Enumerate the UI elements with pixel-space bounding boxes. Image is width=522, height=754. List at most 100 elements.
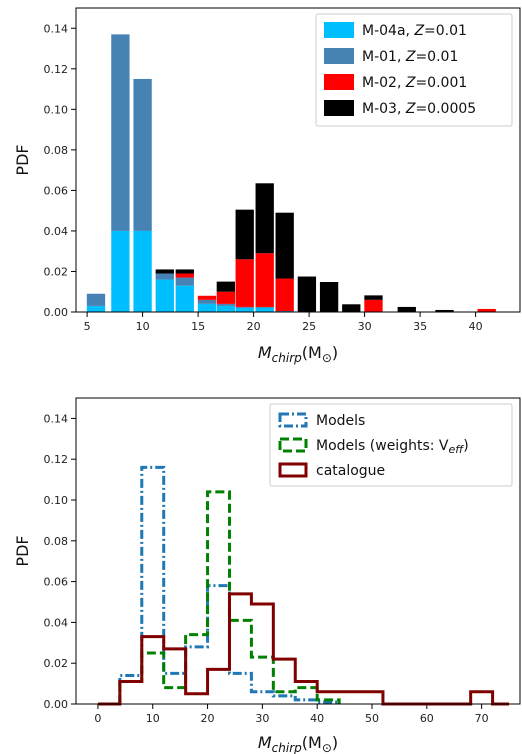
chart-1: 0.00 0.02 0.04 0.06 0.08 0.10 0.12 0.14 5 10 15 20 2… xyxy=(13,7,521,365)
x-tick-label: 10 xyxy=(136,320,150,333)
legend-label: Models (weights: Veff) xyxy=(316,438,469,456)
legend-label: Models xyxy=(316,413,365,429)
y-tick: 0.08 xyxy=(44,535,76,548)
bar xyxy=(235,307,254,312)
bar xyxy=(255,253,274,307)
bar xyxy=(175,277,194,286)
y-tick: 0.12 xyxy=(44,453,76,466)
x-tick: 20 xyxy=(247,312,261,333)
legend-swatch xyxy=(278,437,308,453)
x-tick: 25 xyxy=(302,312,316,333)
x-tick-label: 40 xyxy=(469,320,483,333)
x-axis-label-close: ) xyxy=(332,343,338,362)
legend-label: M-01, Z=0.01 xyxy=(362,49,458,65)
legend-item: catalogue xyxy=(278,462,385,479)
legend-label-name: M-03, xyxy=(362,101,406,117)
bar xyxy=(216,291,236,304)
bar xyxy=(275,278,294,311)
x-tick-label: 30 xyxy=(358,320,372,333)
y-tick-label: 0.02 xyxy=(44,657,69,670)
x-axis-label: Mchirp(M⊙) xyxy=(258,733,338,754)
bar xyxy=(197,303,217,312)
legend: Models Models (weights: Veff) catalogue xyxy=(269,403,513,487)
bar xyxy=(255,307,274,312)
legend-item: M-04a, Z=0.01 xyxy=(324,22,467,39)
legend-swatch xyxy=(324,100,354,116)
legend-item: M-01, Z=0.01 xyxy=(324,48,458,65)
bar xyxy=(86,293,106,306)
y-tick-label: 0.02 xyxy=(44,265,69,278)
x-tick: 15 xyxy=(191,312,205,333)
bar xyxy=(297,276,317,312)
bar xyxy=(397,306,416,312)
bar xyxy=(155,279,174,312)
x-tick: 35 xyxy=(413,312,427,333)
bar xyxy=(342,304,361,312)
x-axis-label-unit: (M xyxy=(302,343,322,362)
y-tick: 0.06 xyxy=(44,184,76,197)
bar xyxy=(477,308,496,312)
bar xyxy=(155,269,174,274)
legend-label-name: M-01, xyxy=(362,49,406,65)
legend-swatch xyxy=(324,22,354,38)
x-tick-label: 50 xyxy=(365,712,379,725)
legend-label-z: Z xyxy=(405,101,416,117)
legend-label-name: M-02, xyxy=(362,75,406,91)
x-tick: 60 xyxy=(420,704,434,725)
x-tick: 40 xyxy=(469,312,483,333)
bar xyxy=(133,78,152,231)
legend-label: catalogue xyxy=(316,463,385,479)
y-tick: 0.10 xyxy=(44,103,76,116)
y-tick-label: 0.04 xyxy=(44,616,69,629)
legend-label-z: Z xyxy=(413,23,424,39)
bar xyxy=(111,230,130,312)
y-tick: 0.04 xyxy=(44,225,76,238)
y-tick-label: 0.14 xyxy=(44,22,69,35)
bar xyxy=(364,295,383,300)
legend-label-z-value: =0.01 xyxy=(415,49,458,65)
legend-swatch xyxy=(278,412,308,428)
x-axis-label-sun: ⊙ xyxy=(322,351,332,365)
y-tick-label: 0.06 xyxy=(44,184,69,197)
bar xyxy=(235,259,254,307)
y-tick-label: 0.08 xyxy=(44,535,69,548)
x-axis-label-subscript: chirp xyxy=(272,741,302,754)
legend-box xyxy=(315,13,513,127)
x-tick-label: 60 xyxy=(420,712,434,725)
x-tick-label: 0 xyxy=(94,712,101,725)
bar xyxy=(275,310,294,312)
y-tick-label: 0.10 xyxy=(44,494,69,507)
bar xyxy=(175,269,194,274)
legend-label-subscript: eff xyxy=(448,443,464,456)
y-tick: 0.02 xyxy=(44,265,76,278)
bar xyxy=(197,299,217,304)
y-tick: 0.00 xyxy=(44,698,76,711)
y-tick: 0.06 xyxy=(44,576,76,589)
y-tick: 0.14 xyxy=(44,412,76,425)
y-tick-label: 0.08 xyxy=(44,144,69,157)
x-axis-label-symbol: M xyxy=(258,343,272,362)
legend-item: M-02, Z=0.001 xyxy=(324,74,467,91)
bar xyxy=(275,212,294,279)
y-tick-label: 0.14 xyxy=(44,412,69,425)
y-tick: 0.12 xyxy=(44,63,76,76)
legend-swatch xyxy=(278,462,308,478)
x-tick: 20 xyxy=(201,704,215,725)
plot-frame xyxy=(75,7,521,313)
bar xyxy=(86,305,106,312)
x-tick-label: 20 xyxy=(201,712,215,725)
x-tick: 50 xyxy=(365,704,379,725)
x-tick-label: 35 xyxy=(413,320,427,333)
y-tick: 0.04 xyxy=(44,616,76,629)
x-tick: 40 xyxy=(310,704,324,725)
legend-item: Models (weights: Veff) xyxy=(278,437,469,456)
series-line xyxy=(118,490,341,704)
x-tick: 10 xyxy=(136,312,150,333)
legend-label-z-value: =0.01 xyxy=(424,23,467,39)
legend-label-name: M-04a, xyxy=(362,23,414,39)
legend-label: M-03, Z=0.0005 xyxy=(362,101,476,117)
bar xyxy=(216,305,236,312)
plot-frame xyxy=(75,397,521,705)
bar xyxy=(435,309,454,312)
